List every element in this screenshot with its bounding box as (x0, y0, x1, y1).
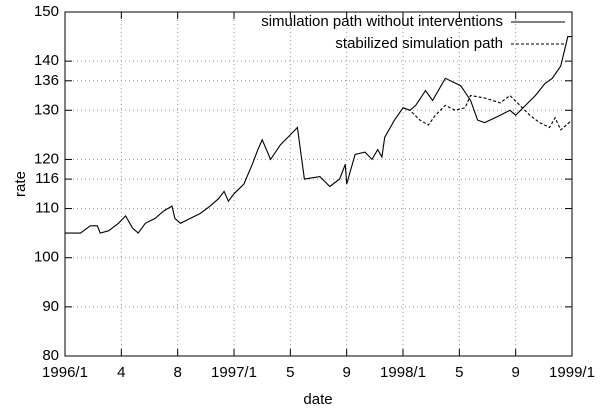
y-tick-label: 80 (42, 347, 59, 364)
y-tick-label: 110 (35, 200, 59, 217)
x-tick-label: 8 (173, 364, 181, 381)
plot-frame (64, 11, 573, 357)
x-tick-label: 1997/1 (211, 364, 257, 381)
y-tick-label: 140 (34, 52, 59, 69)
legend-label: simulation path without interventions (261, 13, 503, 30)
y-tick-label: 136 (34, 72, 59, 89)
x-axis-label: date (303, 391, 332, 408)
x-tick-label: 1998/1 (380, 364, 426, 381)
x-tick-label: 5 (455, 364, 463, 381)
y-tick-label: 90 (42, 298, 59, 315)
x-tick-label: 1996/1 (42, 364, 88, 381)
series-line (65, 36, 572, 234)
x-tick-label: 4 (117, 364, 125, 381)
x-tick-label: 9 (511, 364, 519, 381)
y-axis-label: rate (12, 171, 29, 197)
x-tick-label: 5 (286, 364, 294, 381)
y-tick-label: 120 (34, 150, 59, 167)
y-tick-label: 116 (35, 170, 59, 187)
series-line (402, 94, 573, 131)
y-tick-label: 150 (34, 3, 59, 20)
x-tick-label: 1999/1 (549, 364, 595, 381)
y-tick-label: 100 (34, 249, 59, 266)
y-tick-label: 130 (34, 101, 59, 118)
legend-label: stabilized simulation path (335, 35, 503, 52)
x-tick-label: 9 (342, 364, 350, 381)
